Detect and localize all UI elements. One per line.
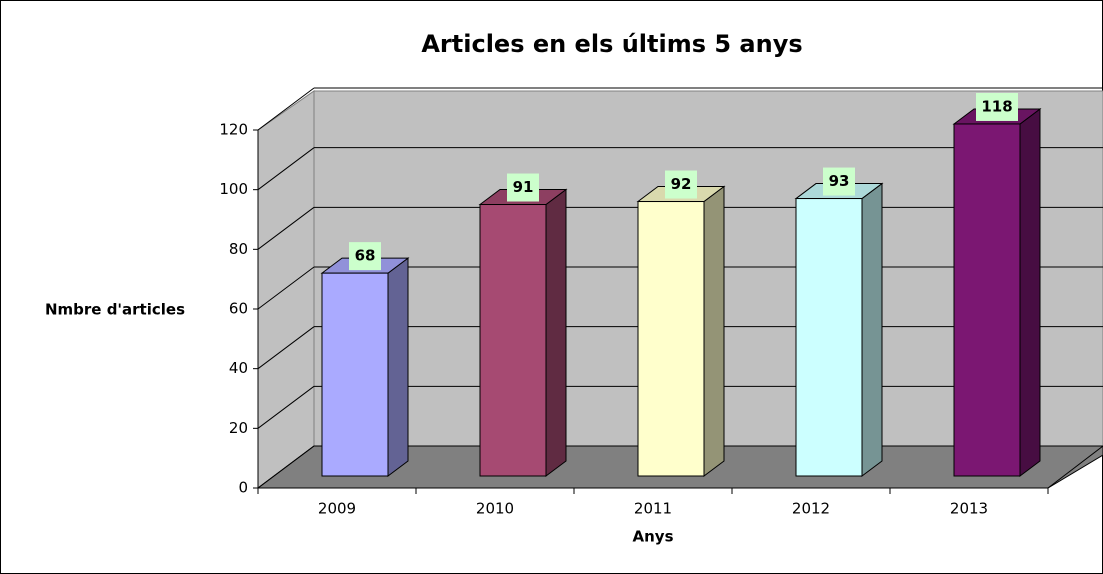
x-tick-label: 2012 bbox=[792, 500, 830, 518]
value-label: 68 bbox=[355, 247, 376, 265]
x-tick-label: 2010 bbox=[476, 500, 514, 518]
x-tick-label: 2009 bbox=[318, 500, 356, 518]
y-axis-label: Nmbre d'articles bbox=[45, 301, 185, 319]
y-tick-label: 0 bbox=[238, 479, 248, 497]
side-wall bbox=[257, 90, 315, 489]
x-tick-label: 2011 bbox=[634, 500, 672, 518]
bar bbox=[637, 201, 705, 477]
grid-line bbox=[257, 266, 315, 310]
bar bbox=[479, 204, 547, 477]
x-axis-label: Anys bbox=[633, 528, 674, 546]
value-label-bg bbox=[349, 242, 381, 271]
bar-side bbox=[387, 257, 409, 477]
bar bbox=[795, 198, 863, 477]
bar-side bbox=[703, 185, 725, 477]
grid-line bbox=[257, 206, 315, 250]
value-label-bg bbox=[823, 167, 855, 196]
bar-side bbox=[861, 182, 883, 477]
y-tick-label: 20 bbox=[229, 419, 248, 437]
grid-line bbox=[257, 445, 315, 489]
grid-line bbox=[257, 87, 315, 131]
value-label: 92 bbox=[671, 175, 692, 193]
value-label: 93 bbox=[829, 172, 850, 190]
grid-line bbox=[257, 385, 315, 429]
bar-side bbox=[545, 188, 567, 477]
y-tick-label: 100 bbox=[219, 180, 248, 198]
value-label-bg bbox=[665, 170, 697, 199]
bar bbox=[953, 123, 1021, 477]
x-tick-label: 2013 bbox=[950, 500, 988, 518]
value-label-bg bbox=[976, 92, 1018, 121]
y-tick-label: 80 bbox=[229, 240, 248, 258]
grid-line bbox=[257, 147, 315, 191]
y-tick-label: 40 bbox=[229, 359, 248, 377]
value-label: 118 bbox=[981, 97, 1012, 115]
chart-title: Articles en els últims 5 anys bbox=[421, 30, 802, 58]
value-label: 91 bbox=[513, 178, 534, 196]
grid-line bbox=[257, 326, 315, 370]
bar-side bbox=[1019, 107, 1041, 477]
floor-edge bbox=[1047, 445, 1103, 489]
value-label-bg bbox=[507, 173, 539, 202]
bar bbox=[321, 272, 389, 477]
y-tick-label: 60 bbox=[229, 300, 248, 318]
y-tick-label: 120 bbox=[219, 121, 248, 139]
